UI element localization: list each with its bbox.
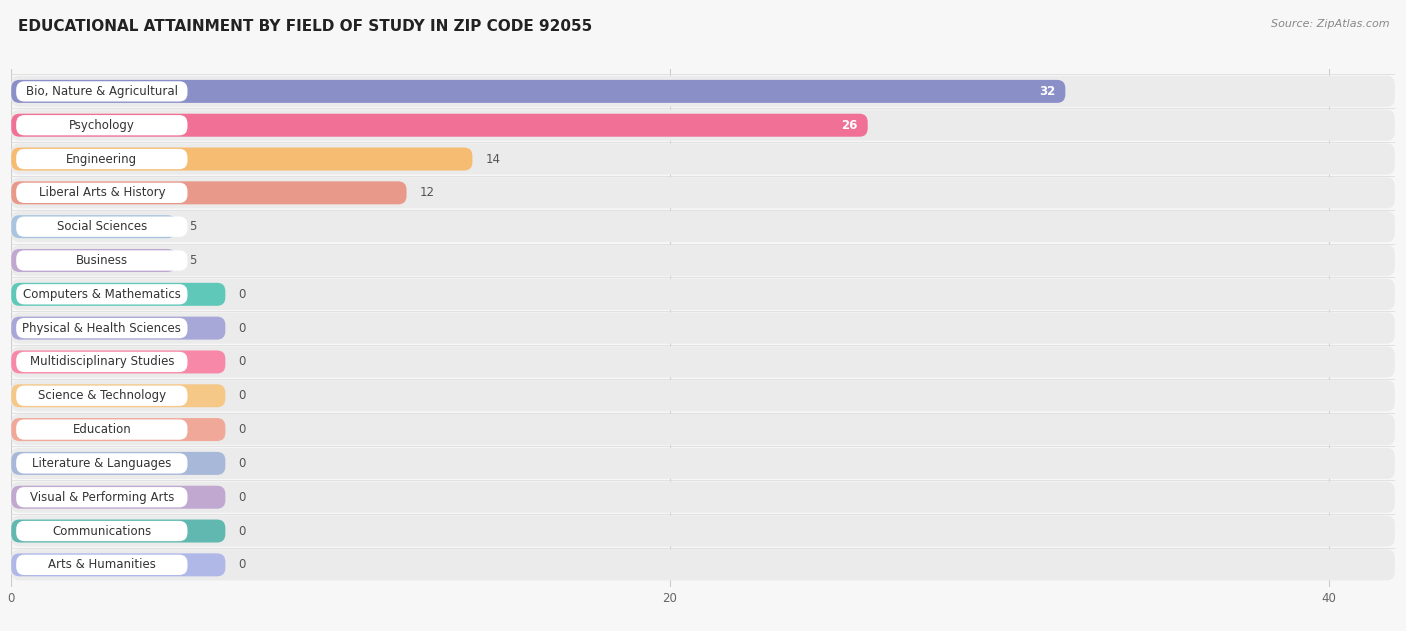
FancyBboxPatch shape xyxy=(11,177,1395,208)
Text: 0: 0 xyxy=(239,355,246,369)
Text: 0: 0 xyxy=(239,491,246,504)
Text: Science & Technology: Science & Technology xyxy=(38,389,166,402)
Text: Social Sciences: Social Sciences xyxy=(56,220,148,233)
Text: 0: 0 xyxy=(239,288,246,301)
Text: 32: 32 xyxy=(1039,85,1056,98)
FancyBboxPatch shape xyxy=(11,279,1395,310)
Text: 0: 0 xyxy=(239,389,246,402)
FancyBboxPatch shape xyxy=(11,516,1395,546)
Text: Communications: Communications xyxy=(52,524,152,538)
Text: Business: Business xyxy=(76,254,128,267)
Text: 5: 5 xyxy=(190,254,197,267)
Text: Liberal Arts & History: Liberal Arts & History xyxy=(38,186,165,199)
Text: Arts & Humanities: Arts & Humanities xyxy=(48,558,156,571)
Text: Psychology: Psychology xyxy=(69,119,135,132)
Text: 0: 0 xyxy=(239,423,246,436)
FancyBboxPatch shape xyxy=(11,486,225,509)
FancyBboxPatch shape xyxy=(11,249,176,272)
FancyBboxPatch shape xyxy=(17,487,187,507)
FancyBboxPatch shape xyxy=(11,414,1395,445)
FancyBboxPatch shape xyxy=(11,350,225,374)
FancyBboxPatch shape xyxy=(17,284,187,304)
FancyBboxPatch shape xyxy=(11,346,1395,377)
FancyBboxPatch shape xyxy=(11,452,225,475)
FancyBboxPatch shape xyxy=(11,114,868,137)
FancyBboxPatch shape xyxy=(11,76,1395,107)
Text: 12: 12 xyxy=(420,186,434,199)
Text: Computers & Mathematics: Computers & Mathematics xyxy=(22,288,181,301)
FancyBboxPatch shape xyxy=(11,211,1395,242)
FancyBboxPatch shape xyxy=(17,521,187,541)
Text: Physical & Health Sciences: Physical & Health Sciences xyxy=(22,322,181,334)
FancyBboxPatch shape xyxy=(11,448,1395,479)
FancyBboxPatch shape xyxy=(11,519,225,543)
Text: Multidisciplinary Studies: Multidisciplinary Studies xyxy=(30,355,174,369)
FancyBboxPatch shape xyxy=(11,215,176,238)
Text: Engineering: Engineering xyxy=(66,153,138,165)
FancyBboxPatch shape xyxy=(11,418,225,441)
FancyBboxPatch shape xyxy=(11,384,225,407)
FancyBboxPatch shape xyxy=(17,81,187,102)
FancyBboxPatch shape xyxy=(11,550,1395,581)
Text: Source: ZipAtlas.com: Source: ZipAtlas.com xyxy=(1271,19,1389,29)
FancyBboxPatch shape xyxy=(11,80,1066,103)
Text: Literature & Languages: Literature & Languages xyxy=(32,457,172,470)
Text: 0: 0 xyxy=(239,524,246,538)
Text: 14: 14 xyxy=(485,153,501,165)
FancyBboxPatch shape xyxy=(17,318,187,338)
FancyBboxPatch shape xyxy=(11,148,472,170)
FancyBboxPatch shape xyxy=(11,245,1395,276)
Text: 0: 0 xyxy=(239,558,246,571)
Text: Visual & Performing Arts: Visual & Performing Arts xyxy=(30,491,174,504)
FancyBboxPatch shape xyxy=(17,183,187,203)
FancyBboxPatch shape xyxy=(17,216,187,237)
FancyBboxPatch shape xyxy=(17,420,187,440)
Text: Bio, Nature & Agricultural: Bio, Nature & Agricultural xyxy=(25,85,177,98)
FancyBboxPatch shape xyxy=(11,110,1395,141)
FancyBboxPatch shape xyxy=(17,386,187,406)
FancyBboxPatch shape xyxy=(17,115,187,136)
FancyBboxPatch shape xyxy=(17,352,187,372)
FancyBboxPatch shape xyxy=(11,143,1395,175)
Text: 0: 0 xyxy=(239,322,246,334)
FancyBboxPatch shape xyxy=(17,149,187,169)
Text: 0: 0 xyxy=(239,457,246,470)
Text: EDUCATIONAL ATTAINMENT BY FIELD OF STUDY IN ZIP CODE 92055: EDUCATIONAL ATTAINMENT BY FIELD OF STUDY… xyxy=(18,19,592,34)
FancyBboxPatch shape xyxy=(11,312,1395,344)
Text: Education: Education xyxy=(73,423,131,436)
Text: 26: 26 xyxy=(841,119,858,132)
FancyBboxPatch shape xyxy=(17,555,187,575)
FancyBboxPatch shape xyxy=(11,283,225,306)
FancyBboxPatch shape xyxy=(11,317,225,339)
FancyBboxPatch shape xyxy=(17,251,187,271)
FancyBboxPatch shape xyxy=(11,380,1395,411)
FancyBboxPatch shape xyxy=(11,181,406,204)
FancyBboxPatch shape xyxy=(11,553,225,576)
FancyBboxPatch shape xyxy=(11,481,1395,513)
FancyBboxPatch shape xyxy=(17,453,187,473)
Text: 5: 5 xyxy=(190,220,197,233)
